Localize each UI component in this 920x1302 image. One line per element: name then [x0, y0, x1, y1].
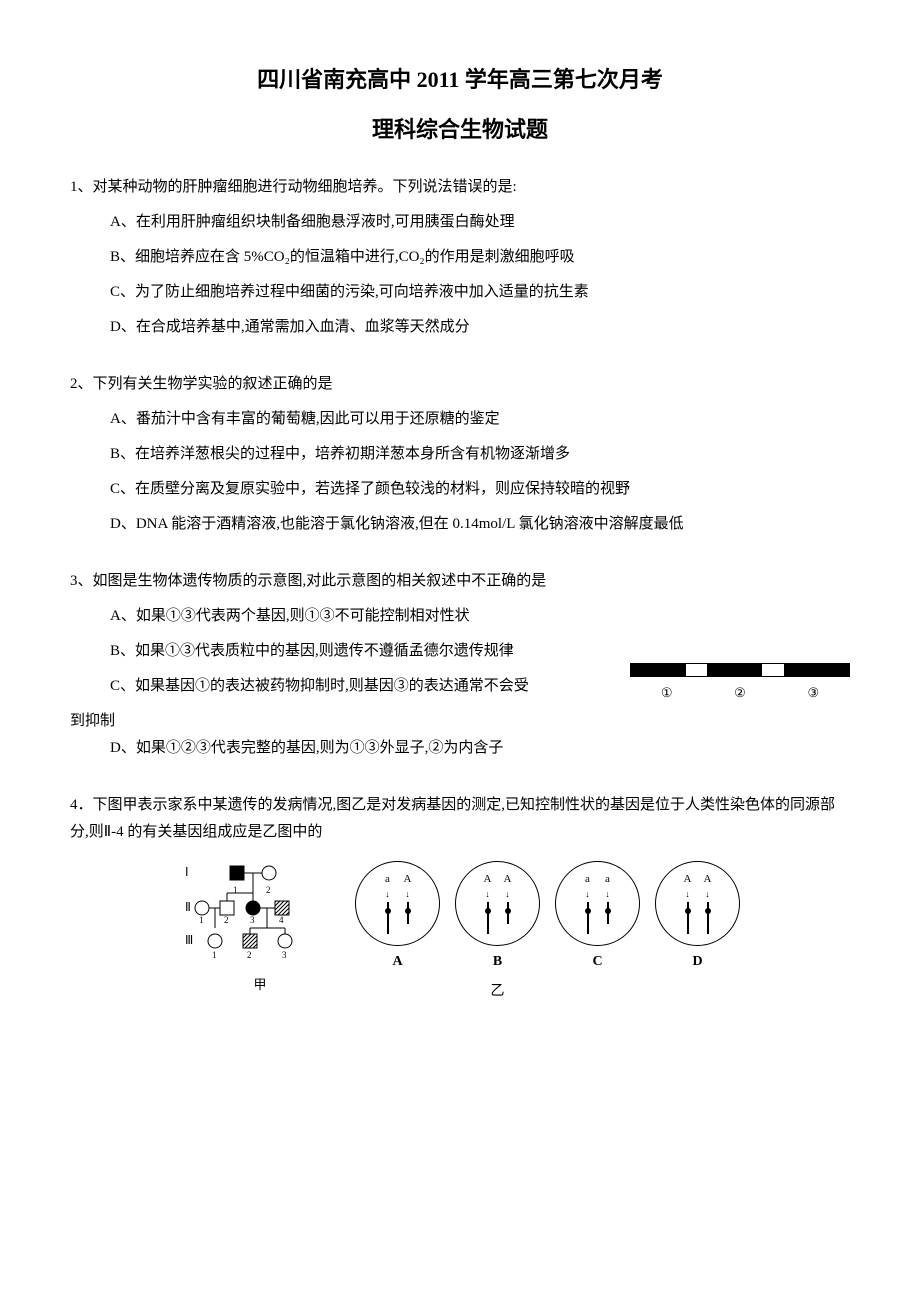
- chrom-option-b: A ↓ A ↓ B 乙: [455, 861, 540, 1004]
- q1-option-c: C、为了防止细胞培养过程中细菌的污染,可向培养液中加入适量的抗生素: [70, 279, 850, 306]
- q3-option-c-suffix: 到抑制: [70, 708, 850, 735]
- q2-stem: 2、下列有关生物学实验的叙述正确的是: [70, 371, 850, 398]
- q1-option-d: D、在合成培养基中,通常需加入血清、血浆等天然成分: [70, 314, 850, 341]
- title-sub: 理科综合生物试题: [70, 110, 850, 150]
- gen-1-label: Ⅰ: [185, 865, 189, 879]
- bar-segment-2: [707, 664, 762, 676]
- option-label-a: A: [392, 949, 402, 974]
- option-label-c: C: [592, 949, 602, 974]
- group-label-yi: 乙: [491, 979, 505, 1004]
- option-label-b: B: [493, 949, 502, 974]
- svg-text:2: 2: [266, 885, 271, 895]
- bar-label-1: ①: [661, 681, 673, 704]
- svg-text:4: 4: [279, 915, 284, 925]
- bar-gap-2: [762, 664, 784, 676]
- q3-stem: 3、如图是生物体遗传物质的示意图,对此示意图的相关叙述中不正确的是: [70, 568, 850, 595]
- svg-text:1: 1: [212, 950, 217, 960]
- svg-text:1: 1: [199, 915, 204, 925]
- q1-option-b: B、细胞培养应在含 5%CO₂的恒温箱中进行,CO₂的作用是刺激细胞呼吸: [70, 244, 850, 271]
- q2-option-d: D、DNA 能溶于酒精溶液,也能溶于氯化钠溶液,但在 0.14mol/L 氯化钠…: [70, 511, 850, 538]
- q4-stem: 4．下图甲表示家系中某遗传的发病情况,图乙是对发病基因的测定,已知控制性状的基因…: [70, 792, 850, 846]
- pedigree-label: 甲: [180, 973, 340, 996]
- q3-option-d: D、如果①②③代表完整的基因,则为①③外显子,②为内含子: [70, 735, 850, 762]
- question-4: 4．下图甲表示家系中某遗传的发病情况,图乙是对发病基因的测定,已知控制性状的基因…: [70, 792, 850, 1004]
- q3-diagram: ① ② ③: [630, 663, 850, 704]
- q3-option-c: C、如果基因①的表达被药物抑制时,则基因③的表达通常不会受: [70, 673, 630, 700]
- q3-option-b: B、如果①③代表质粒中的基因,则遗传不遵循孟德尔遗传规律: [70, 638, 630, 665]
- svg-text:2: 2: [247, 950, 252, 960]
- question-1: 1、对某种动物的肝肿瘤细胞进行动物细胞培养。下列说法错误的是: A、在利用肝肿瘤…: [70, 174, 850, 341]
- gen-2-label: Ⅱ: [185, 900, 191, 914]
- svg-text:2: 2: [224, 915, 229, 925]
- q1-option-a: A、在利用肝肿瘤组织块制备细胞悬浮液时,可用胰蛋白酶处理: [70, 209, 850, 236]
- question-3: 3、如图是生物体遗传物质的示意图,对此示意图的相关叙述中不正确的是 A、如果①③…: [70, 568, 850, 762]
- chrom-option-c: a ↓ a ↓ C: [555, 861, 640, 974]
- svg-text:3: 3: [282, 950, 287, 960]
- q2-option-c: C、在质壁分离及复原实验中，若选择了颜色较浅的材料，则应保持较暗的视野: [70, 476, 850, 503]
- q2-option-b: B、在培养洋葱根尖的过程中，培养初期洋葱本身所含有机物逐渐增多: [70, 441, 850, 468]
- bar-segment-1: [631, 664, 686, 676]
- question-2: 2、下列有关生物学实验的叙述正确的是 A、番茄汁中含有丰富的葡萄糖,因此可以用于…: [70, 371, 850, 538]
- bar-label-3: ③: [807, 681, 819, 704]
- option-label-d: D: [692, 949, 702, 974]
- svg-text:3: 3: [250, 915, 255, 925]
- q1-stem: 1、对某种动物的肝肿瘤细胞进行动物细胞培养。下列说法错误的是:: [70, 174, 850, 201]
- gen-3-label: Ⅲ: [185, 933, 193, 947]
- title-main: 四川省南充高中 2011 学年高三第七次月考: [70, 60, 850, 100]
- q3-option-a: A、如果①③代表两个基因,则①③不可能控制相对性状: [70, 603, 630, 630]
- bar-segment-3: [784, 664, 849, 676]
- pedigree-diagram: Ⅰ 1 2 Ⅱ 1 2: [180, 861, 340, 996]
- bar-gap-1: [686, 664, 708, 676]
- chrom-option-d: A ↓ A ↓ D: [655, 861, 740, 974]
- bar-label-2: ②: [734, 681, 746, 704]
- chrom-option-a: a ↓ A ↓ A: [355, 861, 440, 974]
- q2-option-a: A、番茄汁中含有丰富的葡萄糖,因此可以用于还原糖的鉴定: [70, 406, 850, 433]
